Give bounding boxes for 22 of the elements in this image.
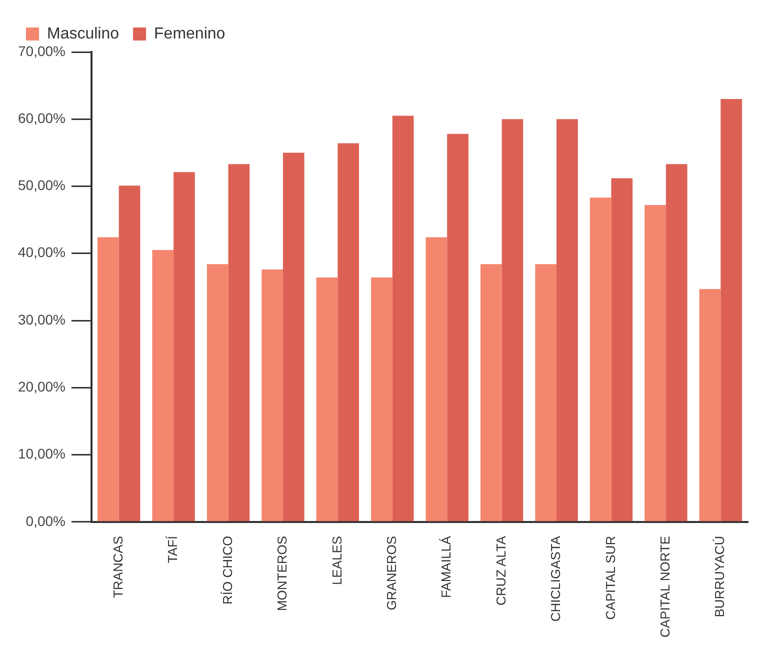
x-tick-label: MONTEROS — [274, 536, 290, 612]
y-tick-label: 30,00% — [18, 311, 66, 328]
x-tick-label: LEALES — [329, 536, 344, 586]
x-tick-label: TAFÍ — [165, 536, 180, 564]
y-tick-label: 0,00% — [26, 512, 66, 529]
x-tick-label: GRANEROS — [384, 536, 399, 610]
x-tick-label: RÍO CHICO — [220, 536, 235, 605]
legend-label: Femenino — [154, 25, 226, 42]
y-tick-label: 40,00% — [18, 244, 66, 260]
x-tick-label: BURRUYACÚ — [712, 536, 728, 618]
legend-label: Masculino — [47, 25, 120, 42]
x-tick-label: CAPITAL SUR — [602, 536, 618, 620]
y-tick-label: 60,00% — [18, 110, 66, 126]
y-tick-label: 20,00% — [18, 378, 66, 395]
y-tick-label: 10,00% — [18, 446, 66, 462]
x-tick-label: TRANCAS — [110, 536, 126, 598]
x-tick-label: CRUZ ALTA — [493, 536, 508, 606]
x-tick-label: CAPITAL NORTE — [658, 536, 673, 638]
y-tick-label: 50,00% — [18, 177, 66, 194]
x-tick-label: FAMAILLÁ — [438, 536, 454, 598]
y-tick-label: 70,00% — [18, 42, 66, 59]
x-tick-label: CHICLIGASTA — [548, 536, 564, 622]
